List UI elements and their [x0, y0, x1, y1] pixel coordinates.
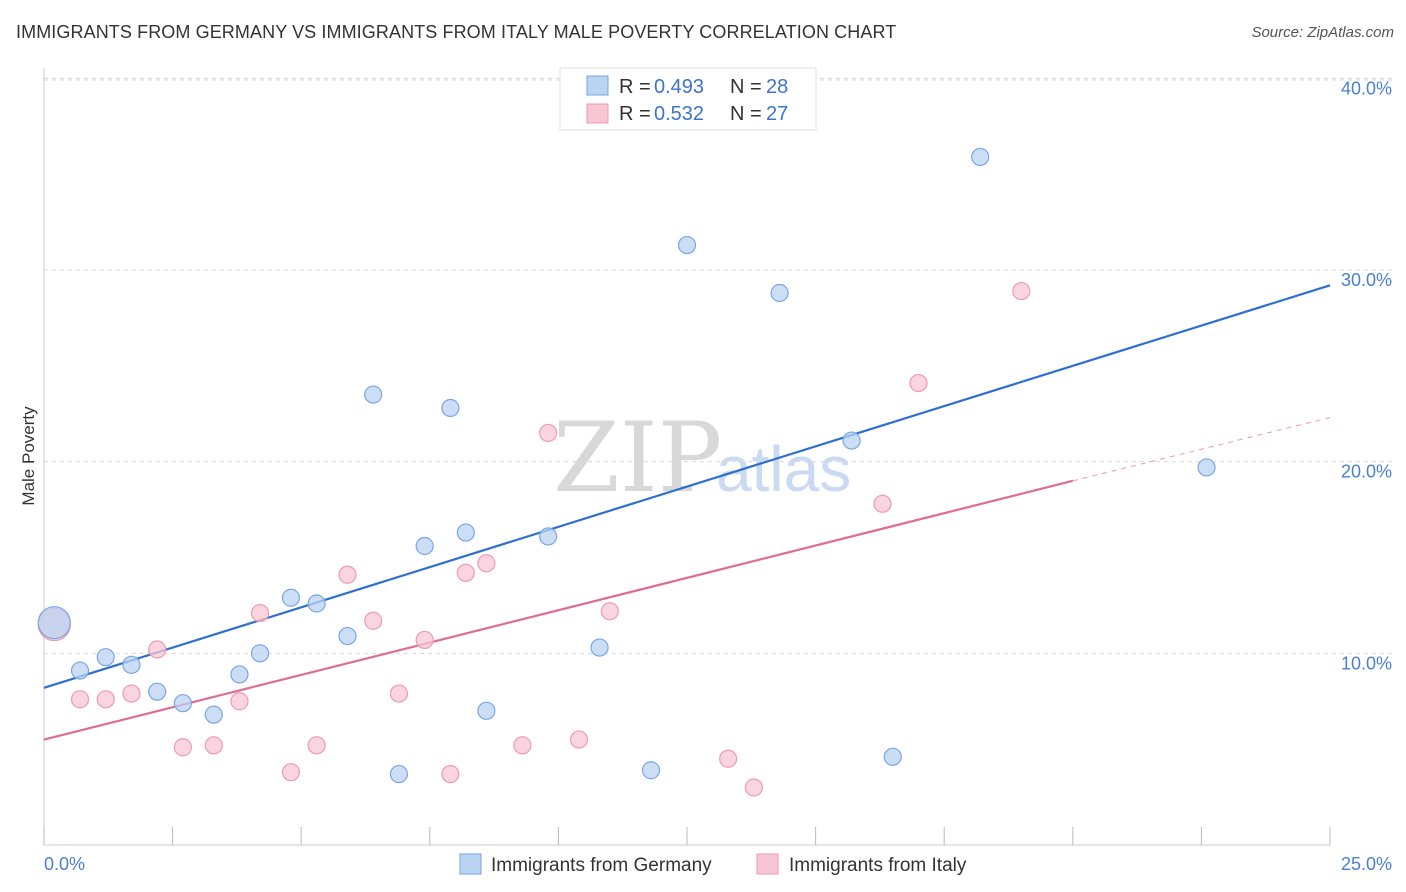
point-germany: [971, 147, 990, 167]
point-germany: [1197, 458, 1216, 477]
y-tick-labels: 10.0% 20.0% 30.0% 40.0%: [1341, 78, 1392, 673]
legend-n-label-germany: N =: [730, 76, 762, 98]
point-italy: [873, 494, 892, 513]
legend-swatch-italy: [586, 103, 609, 124]
legend-r-label-italy: R =: [619, 103, 651, 125]
bottom-legend-label-italy: Immigrants from Italy: [789, 855, 967, 876]
x-axis-ticks: [43, 827, 1331, 845]
point-italy: [230, 692, 249, 711]
point-italy: [477, 554, 496, 573]
point-italy: [250, 603, 270, 623]
point-italy: [122, 684, 141, 703]
legend-r-label-germany: R =: [619, 76, 651, 98]
legend-r-value-germany: 0.493: [654, 76, 704, 98]
point-italy: [389, 684, 409, 703]
series-legend: Immigrants from Germany Immigrants from …: [459, 853, 967, 876]
gridlines: [44, 77, 1392, 654]
scatter-points: [37, 84, 1216, 797]
point-germany: [37, 606, 71, 640]
point-germany: [122, 655, 141, 674]
point-germany: [883, 747, 902, 766]
bottom-legend-swatch-italy: [756, 853, 779, 875]
legend-n-value-italy: 27: [766, 103, 788, 125]
point-italy: [539, 423, 558, 443]
y-tick-label: 40.0%: [1341, 78, 1392, 98]
legend-n-value-germany: 28: [766, 76, 788, 98]
trend-line-italy: [43, 479, 1074, 741]
x-tick-label-max: 25.0%: [1341, 854, 1392, 874]
point-germany: [148, 682, 167, 701]
point-italy: [338, 565, 357, 584]
y-tick-label: 20.0%: [1341, 462, 1392, 482]
point-germany: [96, 648, 115, 667]
point-germany: [364, 385, 383, 404]
point-germany: [281, 588, 301, 607]
point-italy: [281, 763, 301, 782]
point-germany: [415, 536, 434, 556]
point-italy: [513, 736, 532, 755]
point-italy: [456, 563, 475, 582]
point-italy: [569, 730, 589, 749]
point-germany: [590, 638, 609, 657]
point-italy: [744, 778, 763, 797]
x-tick-label-min: 0.0%: [44, 854, 85, 874]
point-germany: [204, 705, 223, 724]
point-germany: [338, 626, 357, 646]
point-italy: [173, 738, 192, 757]
point-germany: [770, 283, 789, 303]
point-italy: [70, 690, 90, 709]
point-germany: [441, 398, 460, 418]
point-germany: [641, 761, 661, 780]
y-tick-label: 10.0%: [1341, 653, 1392, 673]
point-italy: [600, 602, 619, 621]
y-tick-label: 30.0%: [1341, 270, 1392, 290]
point-germany: [250, 644, 270, 663]
point-germany: [539, 527, 558, 546]
watermark-atlas: atlas: [716, 433, 851, 505]
point-italy: [204, 736, 223, 755]
point-germany: [456, 523, 475, 542]
chart-title: IMMIGRANTS FROM GERMANY VS IMMIGRANTS FR…: [16, 22, 897, 42]
point-italy: [441, 764, 460, 784]
trend-line-germany: [43, 284, 1331, 689]
point-italy: [719, 749, 738, 768]
point-germany: [307, 594, 326, 613]
point-italy: [96, 690, 115, 709]
point-italy: [1012, 281, 1031, 301]
point-germany: [70, 661, 90, 680]
bottom-legend-label-germany: Immigrants from Germany: [491, 855, 712, 876]
point-germany: [230, 665, 249, 684]
watermark-zip: ZIP: [553, 402, 722, 514]
legend-n-label-italy: N =: [730, 103, 762, 125]
point-germany: [173, 694, 192, 713]
y-axis-label: Male Poverty: [19, 406, 38, 506]
legend-swatch-germany: [586, 75, 609, 96]
point-italy: [364, 611, 383, 630]
point-italy: [307, 736, 326, 755]
point-germany: [477, 701, 496, 720]
source-credit: Source: ZipAtlas.com: [1251, 24, 1394, 41]
point-germany: [842, 431, 861, 450]
legend-r-value-italy: 0.532: [654, 103, 704, 125]
bottom-legend-swatch-germany: [459, 853, 482, 875]
correlation-legend: R = 0.493 N = 28 R = 0.532 N = 27: [559, 67, 817, 131]
point-italy: [909, 373, 928, 393]
point-germany: [677, 235, 697, 255]
point-italy: [148, 640, 167, 659]
point-germany: [389, 764, 409, 784]
watermark: ZIP atlas: [553, 402, 851, 514]
trend-line-italy-extension: [1072, 417, 1331, 482]
point-italy: [415, 630, 434, 650]
